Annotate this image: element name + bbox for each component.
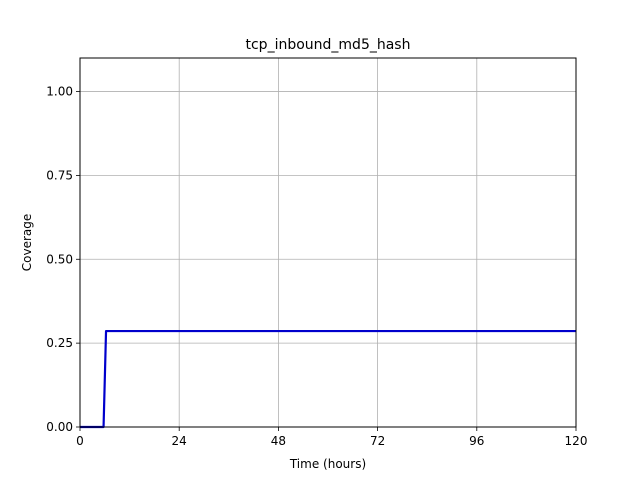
x-tick-label: 24 — [172, 434, 187, 448]
y-tick-label: 1.00 — [46, 85, 73, 99]
chart-title: tcp_inbound_md5_hash — [246, 37, 411, 53]
x-tick-label: 96 — [469, 434, 484, 448]
y-tick-label: 0.00 — [46, 420, 73, 434]
plot-frame — [79, 57, 577, 428]
x-tick-label: 48 — [271, 434, 286, 448]
x-tick-label: 120 — [565, 434, 588, 448]
x-tick-label: 72 — [370, 434, 385, 448]
x-tick-label: 0 — [76, 434, 84, 448]
y-tick-label: 0.75 — [46, 168, 73, 182]
axis-ticks: 0 24 48 72 96 120 0.00 0.25 0.50 0.75 1.00 — [46, 85, 587, 448]
y-axis-label: Coverage — [20, 214, 34, 272]
y-tick-label: 0.50 — [46, 252, 73, 266]
x-axis-label: Time (hours) — [289, 457, 366, 471]
y-tick-label: 0.25 — [46, 336, 73, 350]
